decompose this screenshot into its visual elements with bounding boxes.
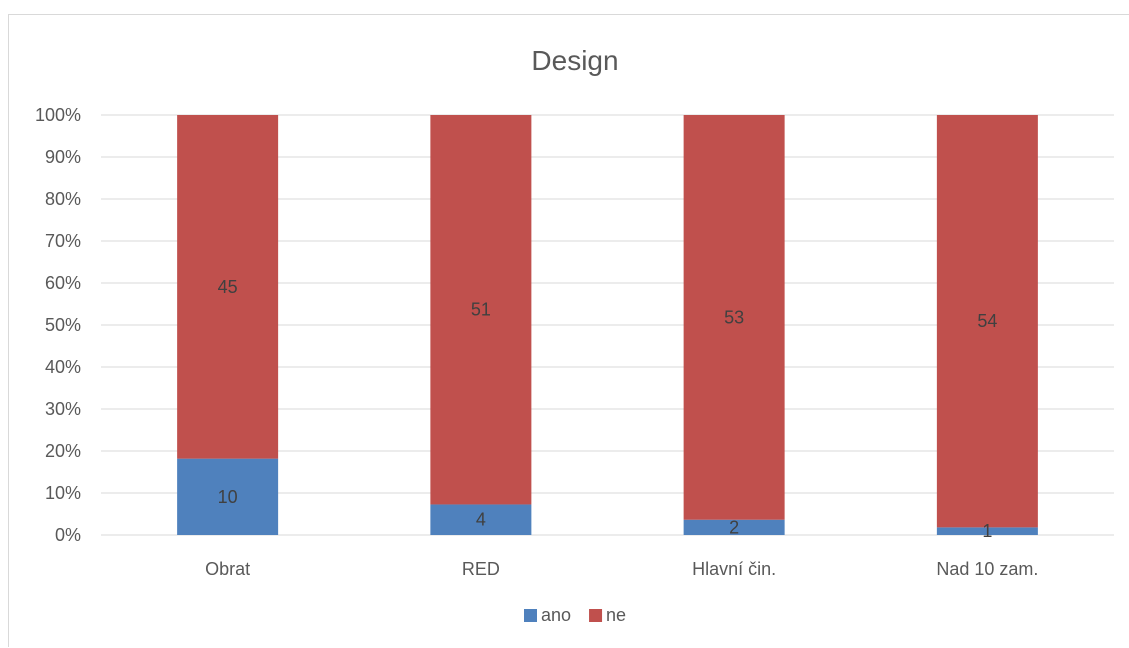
legend-label: ano	[541, 605, 571, 625]
bar-ano-2	[683, 519, 785, 535]
legend-label: ne	[606, 605, 626, 625]
y-tick-label: 50%	[45, 315, 81, 335]
y-axis-ticks: 0% 10% 20% 30% 40% 50% 60% 70% 80% 90% 100%	[35, 105, 81, 545]
data-label: 2	[729, 517, 739, 537]
chart-area: Design 0% 10% 20% 30% 40% 50% 60% 70% 80% 90% 100%…	[8, 14, 1129, 647]
data-label: 53	[724, 307, 744, 327]
category-label: Hlavní čin.	[692, 559, 776, 579]
y-tick-label: 20%	[45, 441, 81, 461]
data-label: 51	[471, 300, 491, 320]
bar-ano-0	[177, 458, 279, 535]
category-label: RED	[462, 559, 500, 579]
legend-swatch-ano	[524, 609, 537, 622]
bar-ano-1	[430, 504, 532, 535]
data-label: 45	[218, 277, 238, 297]
x-axis-categories: Obrat RED Hlavní čin. Nad 10 zam.	[205, 559, 1038, 579]
data-label: 1	[982, 521, 992, 541]
data-label: 10	[218, 487, 238, 507]
y-tick-label: 40%	[45, 357, 81, 377]
y-tick-label: 100%	[35, 105, 81, 125]
y-tick-label: 30%	[45, 399, 81, 419]
y-tick-label: 90%	[45, 147, 81, 167]
y-tick-label: 10%	[45, 483, 81, 503]
category-label: Obrat	[205, 559, 250, 579]
category-label: Nad 10 zam.	[936, 559, 1038, 579]
data-label: 54	[977, 311, 997, 331]
y-tick-label: 60%	[45, 273, 81, 293]
bar-ne-0	[177, 115, 279, 459]
stacked-percent-bar-chart: Design 0%10%20%30%40%50%60%70%80%90%100%…	[35, 45, 1114, 625]
chart-title: Design	[531, 45, 618, 76]
legend-swatch-ne	[589, 609, 603, 622]
bar-ne-2	[683, 115, 785, 520]
bars	[177, 115, 1038, 535]
bar-ne-1	[430, 115, 532, 505]
bar-ano-3	[936, 527, 1038, 535]
data-labels: 10 45 4 51 2 53 1 54	[218, 277, 998, 541]
bar-ne-3	[936, 115, 1038, 528]
y-tick-label: 0%	[55, 525, 81, 545]
y-tick-label: 70%	[45, 231, 81, 251]
y-tick-label: 80%	[45, 189, 81, 209]
data-label: 4	[476, 510, 486, 530]
legend: ano ne	[524, 605, 626, 625]
